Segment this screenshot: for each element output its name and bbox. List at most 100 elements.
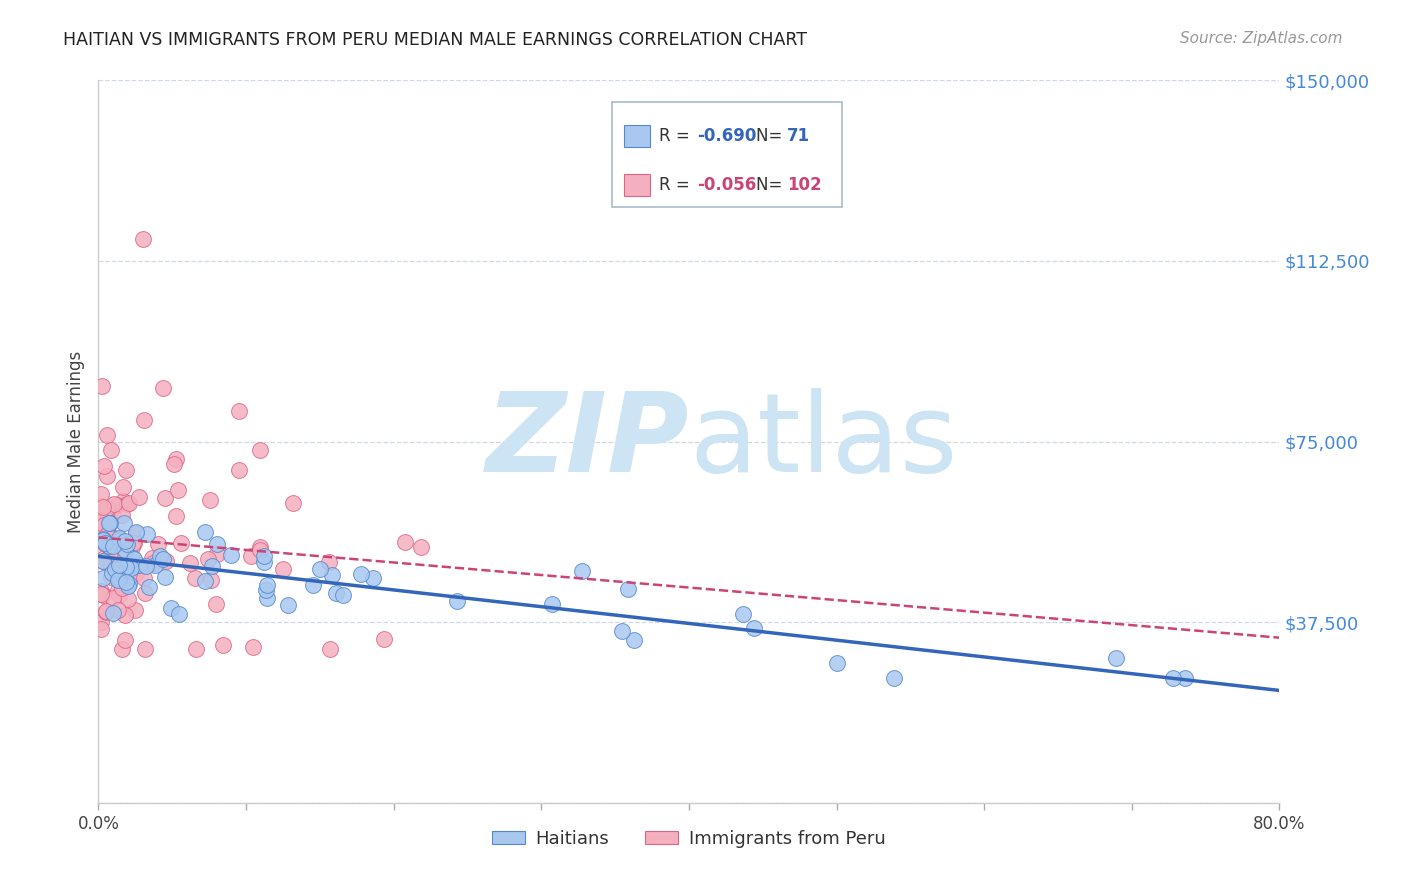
- Point: [131, 232, 153, 246]
- Point: [115, 559, 138, 574]
- Point: [883, 671, 905, 685]
- Point: [277, 599, 299, 613]
- Point: [114, 633, 136, 648]
- Point: [194, 525, 217, 540]
- Point: [94, 605, 117, 619]
- Point: [256, 577, 278, 591]
- Point: [143, 558, 166, 572]
- Point: [122, 535, 145, 549]
- Point: [254, 582, 277, 597]
- Point: [1161, 671, 1184, 685]
- Point: [107, 603, 129, 617]
- Point: [94, 536, 117, 550]
- Point: [90, 587, 112, 601]
- Text: HAITIAN VS IMMIGRANTS FROM PERU MEDIAN MALE EARNINGS CORRELATION CHART: HAITIAN VS IMMIGRANTS FROM PERU MEDIAN M…: [63, 31, 807, 49]
- Point: [111, 480, 134, 494]
- Point: [91, 588, 114, 602]
- Point: [332, 588, 354, 602]
- Point: [91, 554, 114, 568]
- Point: [121, 540, 143, 554]
- Point: [325, 586, 347, 600]
- Point: [301, 577, 323, 591]
- Point: [179, 556, 201, 570]
- Point: [249, 541, 271, 555]
- Point: [93, 551, 115, 566]
- Point: [101, 566, 124, 580]
- Point: [132, 413, 155, 427]
- Point: [90, 379, 112, 393]
- Point: [228, 463, 250, 477]
- Text: N=: N=: [756, 127, 787, 145]
- Point: [155, 570, 177, 584]
- Point: [309, 562, 332, 576]
- Point: [107, 588, 129, 602]
- Point: [100, 569, 122, 583]
- Point: [207, 547, 229, 561]
- Point: [136, 527, 159, 541]
- Text: ZIP: ZIP: [485, 388, 689, 495]
- Y-axis label: Median Male Earnings: Median Male Earnings: [67, 351, 86, 533]
- Point: [361, 571, 384, 585]
- Legend: Haitians, Immigrants from Peru: Haitians, Immigrants from Peru: [485, 822, 893, 855]
- Text: R =: R =: [659, 127, 696, 145]
- Point: [200, 492, 222, 507]
- Point: [93, 458, 115, 473]
- Point: [132, 571, 155, 585]
- Text: 71: 71: [787, 127, 810, 145]
- Point: [96, 604, 118, 618]
- Point: [90, 515, 112, 529]
- Point: [124, 566, 146, 580]
- Point: [112, 494, 135, 508]
- Point: [96, 513, 118, 527]
- Point: [101, 591, 124, 605]
- Point: [90, 499, 112, 513]
- Point: [111, 574, 134, 589]
- Point: [201, 558, 224, 573]
- Point: [125, 524, 148, 539]
- Point: [98, 516, 121, 531]
- Point: [107, 574, 129, 588]
- Point: [612, 624, 634, 638]
- FancyBboxPatch shape: [624, 174, 650, 196]
- Point: [93, 517, 115, 532]
- Point: [97, 533, 120, 547]
- Point: [122, 552, 145, 566]
- Point: [103, 497, 125, 511]
- Text: 102: 102: [787, 176, 821, 194]
- Point: [94, 536, 117, 550]
- Point: [114, 575, 136, 590]
- Point: [101, 504, 124, 518]
- Point: [149, 549, 172, 563]
- Point: [111, 641, 134, 656]
- Point: [107, 572, 129, 586]
- Point: [104, 562, 127, 576]
- Point: [142, 556, 165, 570]
- Point: [138, 580, 160, 594]
- Point: [108, 533, 131, 548]
- Point: [155, 554, 177, 568]
- Point: [135, 558, 157, 573]
- Point: [110, 582, 132, 596]
- Point: [350, 567, 373, 582]
- Point: [240, 549, 263, 564]
- Text: atlas: atlas: [689, 388, 957, 495]
- Point: [108, 558, 131, 572]
- Point: [394, 534, 416, 549]
- Point: [115, 463, 138, 477]
- Point: [114, 543, 136, 558]
- Point: [273, 562, 295, 576]
- Point: [125, 526, 148, 541]
- Text: R =: R =: [659, 176, 696, 194]
- Point: [134, 585, 156, 599]
- Point: [117, 591, 139, 606]
- Point: [623, 632, 645, 647]
- Point: [1174, 671, 1197, 685]
- Text: N=: N=: [756, 176, 787, 194]
- Point: [163, 458, 186, 472]
- Point: [152, 381, 174, 395]
- Point: [825, 656, 848, 670]
- Point: [93, 536, 115, 550]
- Point: [184, 571, 207, 585]
- Point: [118, 560, 141, 574]
- Point: [96, 501, 118, 516]
